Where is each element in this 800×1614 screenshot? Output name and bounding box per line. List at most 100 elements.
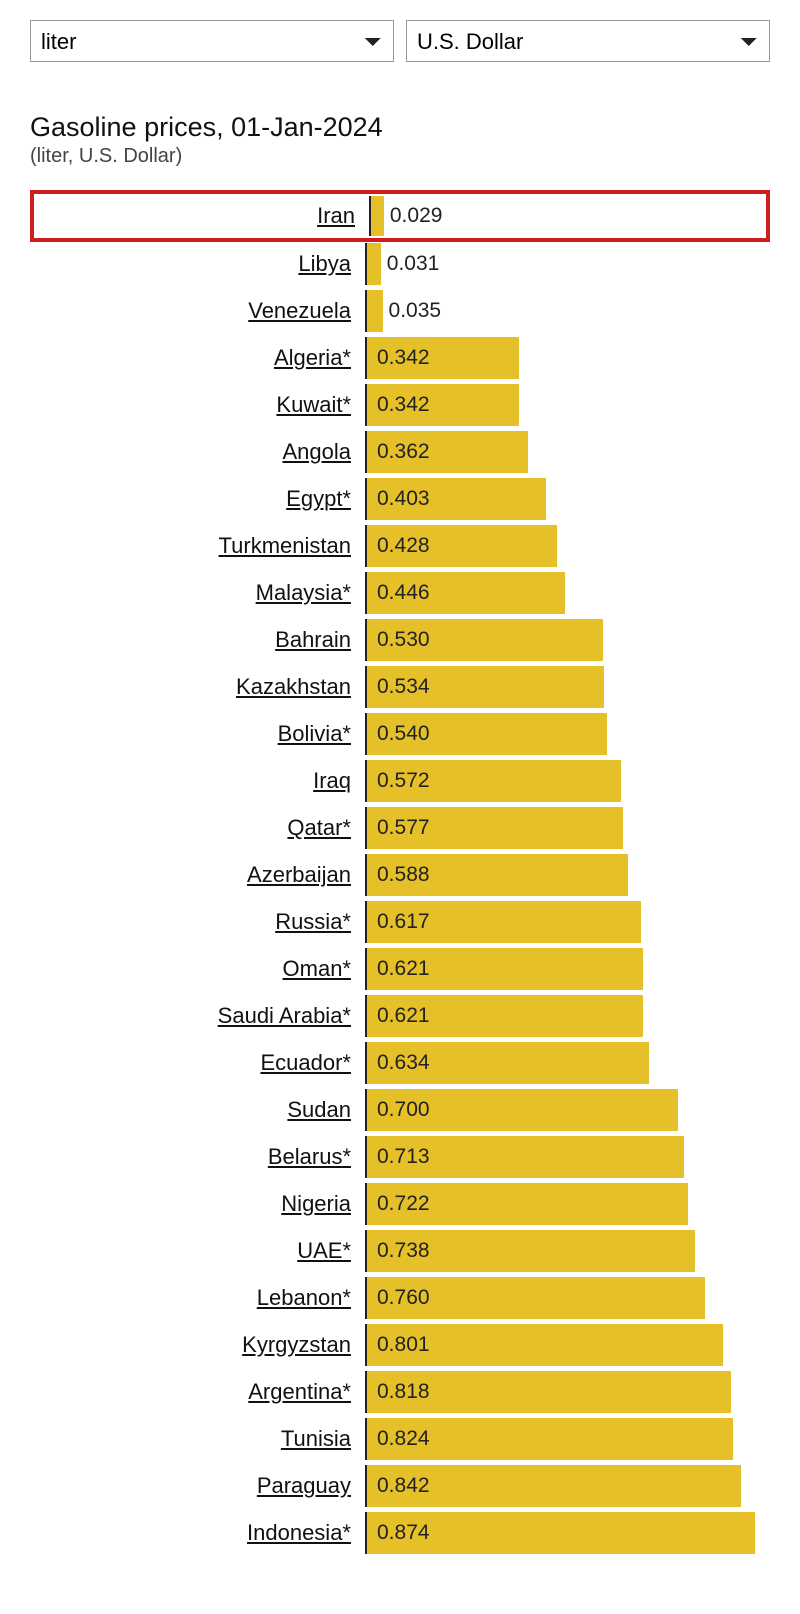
country-link[interactable]: Algeria* <box>274 345 351 371</box>
chart-row: Iran0.029 <box>30 190 770 242</box>
bar: 0.588 <box>367 854 628 896</box>
controls-bar: liter U.S. Dollar <box>30 20 770 62</box>
bar-value: 0.818 <box>377 1380 430 1404</box>
country-link[interactable]: Tunisia <box>281 1426 351 1452</box>
bar: 0.530 <box>367 619 603 661</box>
bar-value: 0.530 <box>377 628 430 652</box>
label-cell: Kyrgyzstan <box>30 1324 365 1366</box>
currency-select[interactable]: U.S. Dollar <box>406 20 770 62</box>
country-link[interactable]: Ecuador* <box>260 1050 351 1076</box>
bar-value: 0.700 <box>377 1098 430 1122</box>
label-cell: Algeria* <box>30 337 365 379</box>
country-link[interactable]: Nigeria <box>281 1191 351 1217</box>
chart-row: Qatar*0.577 <box>30 807 770 849</box>
bar-cell: 0.534 <box>367 666 770 708</box>
bar-value: 0.801 <box>377 1333 430 1357</box>
country-link[interactable]: Angola <box>282 439 351 465</box>
country-link[interactable]: Kyrgyzstan <box>242 1332 351 1358</box>
bar: 0.617 <box>367 901 641 943</box>
chart-row: Sudan 0.700 <box>30 1089 770 1131</box>
chart-row: Tunisia 0.824 <box>30 1418 770 1460</box>
country-link[interactable]: Saudi Arabia* <box>218 1003 351 1029</box>
bar: 0.874 <box>367 1512 755 1554</box>
bar: 0.713 <box>367 1136 684 1178</box>
label-cell: Egypt* <box>30 478 365 520</box>
bar-cell: 0.588 <box>367 854 770 896</box>
chart-row: Egypt* 0.403 <box>30 478 770 520</box>
chart-subtitle: (liter, U.S. Dollar) <box>30 145 770 168</box>
bar: 0.842 <box>367 1465 741 1507</box>
chart-row: Kazakhstan 0.534 <box>30 666 770 708</box>
bar: 0.700 <box>367 1089 678 1131</box>
bar: 0.634 <box>367 1042 649 1084</box>
bar-cell: 0.722 <box>367 1183 770 1225</box>
chart-row: Kyrgyzstan 0.801 <box>30 1324 770 1366</box>
bar-value: 0.572 <box>377 769 430 793</box>
bar-value: 0.035 <box>389 299 442 323</box>
country-link[interactable]: Bolivia* <box>278 721 351 747</box>
label-cell: Indonesia* <box>30 1512 365 1554</box>
country-link[interactable]: Paraguay <box>257 1473 351 1499</box>
country-link[interactable]: Azerbaijan <box>247 862 351 888</box>
country-link[interactable]: Oman* <box>283 956 351 982</box>
bar-cell: 0.428 <box>367 525 770 567</box>
label-cell: Bolivia* <box>30 713 365 755</box>
bar: 0.342 <box>367 384 519 426</box>
bar-cell: 0.801 <box>367 1324 770 1366</box>
country-link[interactable]: Libya <box>298 251 351 277</box>
bar-cell: 0.700 <box>367 1089 770 1131</box>
chart-row: Venezuela 0.035 <box>30 290 770 332</box>
bar-cell: 0.530 <box>367 619 770 661</box>
bar: 0.446 <box>367 572 565 614</box>
country-link[interactable]: UAE* <box>297 1238 351 1264</box>
bar-value: 0.428 <box>377 534 430 558</box>
label-cell: Kuwait* <box>30 384 365 426</box>
country-link[interactable]: Sudan <box>287 1097 351 1123</box>
country-link[interactable]: Argentina* <box>248 1379 351 1405</box>
chart-row: UAE* 0.738 <box>30 1230 770 1272</box>
country-link[interactable]: Iran <box>317 203 355 229</box>
country-link[interactable]: Russia* <box>275 909 351 935</box>
bar: 0.824 <box>367 1418 733 1460</box>
bar-cell: 0.738 <box>367 1230 770 1272</box>
country-link[interactable]: Qatar* <box>287 815 351 841</box>
bar: 0.362 <box>367 431 528 473</box>
bar-chart: Iran0.029Libya0.031Venezuela0.035Algeria… <box>30 190 770 1554</box>
label-cell: Argentina* <box>30 1371 365 1413</box>
country-link[interactable]: Indonesia* <box>247 1520 351 1546</box>
country-link[interactable]: Turkmenistan <box>219 533 351 559</box>
label-cell: Lebanon* <box>30 1277 365 1319</box>
unit-select[interactable]: liter <box>30 20 394 62</box>
bar: 0.428 <box>367 525 557 567</box>
country-link[interactable]: Malaysia* <box>256 580 351 606</box>
country-link[interactable]: Kazakhstan <box>236 674 351 700</box>
chart-row: Bolivia*0.540 <box>30 713 770 755</box>
bar: 0.035 <box>367 290 383 332</box>
bar-value: 0.617 <box>377 910 430 934</box>
country-link[interactable]: Bahrain <box>275 627 351 653</box>
chart-row: Kuwait* 0.342 <box>30 384 770 426</box>
bar-cell: 0.342 <box>367 337 770 379</box>
bar-value: 0.588 <box>377 863 430 887</box>
bar-cell: 0.342 <box>367 384 770 426</box>
label-cell: Tunisia <box>30 1418 365 1460</box>
label-cell: Qatar* <box>30 807 365 849</box>
bar-value: 0.760 <box>377 1286 430 1310</box>
bar: 0.403 <box>367 478 546 520</box>
country-link[interactable]: Iraq <box>313 768 351 794</box>
country-link[interactable]: Lebanon* <box>257 1285 351 1311</box>
bar-value: 0.842 <box>377 1474 430 1498</box>
country-link[interactable]: Belarus* <box>268 1144 351 1170</box>
chart-row: Iraq 0.572 <box>30 760 770 802</box>
country-link[interactable]: Kuwait* <box>276 392 351 418</box>
chart-row: Azerbaijan 0.588 <box>30 854 770 896</box>
country-link[interactable]: Venezuela <box>248 298 351 324</box>
label-cell: Belarus* <box>30 1136 365 1178</box>
country-link[interactable]: Egypt* <box>286 486 351 512</box>
chart-row: Argentina* 0.818 <box>30 1371 770 1413</box>
bar-value: 0.722 <box>377 1192 430 1216</box>
label-cell: Libya <box>30 243 365 285</box>
label-cell: Kazakhstan <box>30 666 365 708</box>
bar-value: 0.534 <box>377 675 430 699</box>
bar-value: 0.621 <box>377 1004 430 1028</box>
